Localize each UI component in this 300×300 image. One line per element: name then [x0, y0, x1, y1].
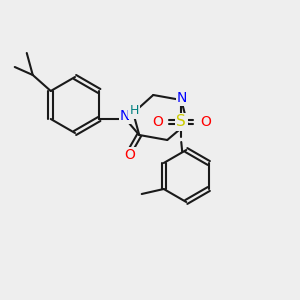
- Text: O: O: [124, 148, 135, 162]
- Text: O: O: [200, 115, 211, 129]
- Text: S: S: [176, 115, 186, 130]
- Text: O: O: [152, 115, 163, 129]
- Text: N: N: [177, 91, 188, 105]
- Text: H: H: [130, 104, 139, 118]
- Text: N: N: [120, 109, 130, 123]
